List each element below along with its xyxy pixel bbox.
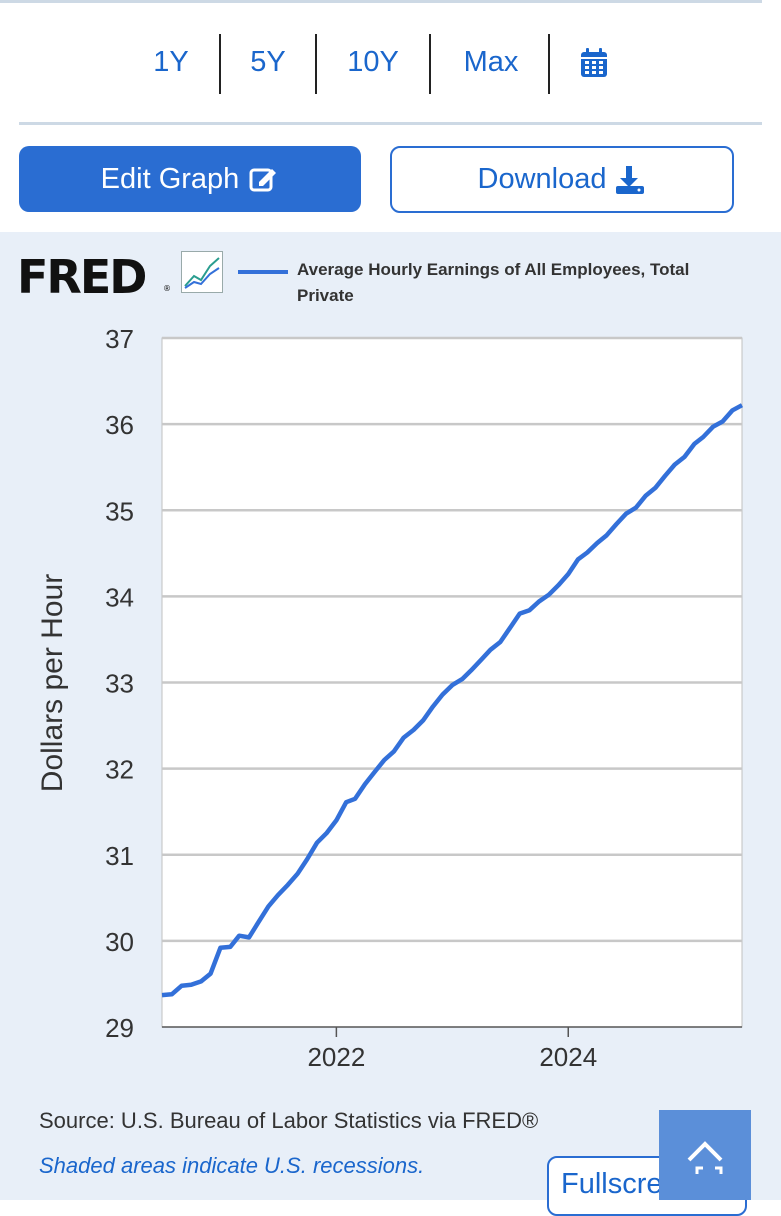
toolbar-area: 1Y 5Y 10Y Max Edit Graph xyxy=(0,0,781,232)
calendar-button[interactable] xyxy=(572,40,616,84)
y-tick-label: 32 xyxy=(105,755,134,785)
recession-note[interactable]: Shaded areas indicate U.S. recessions. xyxy=(39,1153,425,1178)
y-tick-label: 37 xyxy=(105,324,134,354)
y-tick-label: 29 xyxy=(105,1013,134,1043)
chevron-up-icon xyxy=(687,1141,723,1174)
y-tick-label: 34 xyxy=(105,582,134,612)
range-separator xyxy=(315,34,317,94)
toolbar-divider xyxy=(19,122,762,125)
y-axis-label: Dollars per Hour xyxy=(36,573,69,793)
y-tick-label: 35 xyxy=(105,496,134,526)
top-divider xyxy=(0,0,762,3)
scroll-to-top-button[interactable] xyxy=(659,1110,751,1200)
y-tick-label: 33 xyxy=(105,669,134,699)
range-10y-button[interactable]: 10Y xyxy=(347,46,399,78)
source-note: Source: U.S. Bureau of Labor Statistics … xyxy=(39,1108,539,1133)
edit-graph-button[interactable]: Edit Graph xyxy=(19,146,361,212)
range-1y-button[interactable]: 1Y xyxy=(153,46,189,78)
y-tick-label: 30 xyxy=(105,927,134,957)
download-icon xyxy=(616,165,645,194)
line-chart-icon xyxy=(181,251,223,293)
calendar-icon xyxy=(581,48,607,77)
range-separator xyxy=(219,34,221,94)
edit-icon xyxy=(249,168,277,192)
fred-logo: FRED xyxy=(17,250,147,304)
y-tick-label: 36 xyxy=(105,410,134,440)
legend-label: Average Hourly Earnings of All Employees… xyxy=(297,260,690,305)
y-tick-label: 31 xyxy=(105,841,134,871)
range-separator xyxy=(429,34,431,94)
date-range-bar: 1Y 5Y 10Y Max xyxy=(0,30,781,96)
x-tick-label: 2022 xyxy=(307,1042,365,1072)
legend-swatch xyxy=(238,270,288,274)
series-line xyxy=(161,403,744,998)
x-tick-label: 2024 xyxy=(539,1042,597,1072)
range-5y-button[interactable]: 5Y xyxy=(250,46,286,78)
download-label: Download xyxy=(477,163,607,195)
fred-registered-mark: ® xyxy=(163,284,171,293)
range-separator xyxy=(548,34,550,94)
edit-graph-label: Edit Graph xyxy=(100,162,240,195)
download-button[interactable]: Download xyxy=(390,146,734,213)
range-max-button[interactable]: Max xyxy=(463,46,519,78)
